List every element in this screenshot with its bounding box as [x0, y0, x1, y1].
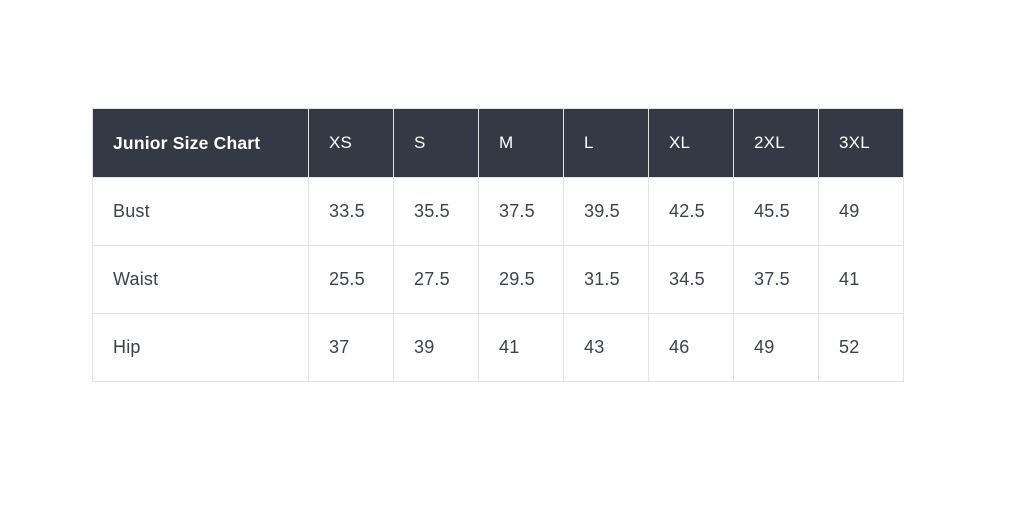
header-cell-m: M [478, 108, 564, 178]
hip-2xl-value: 49 [733, 313, 819, 382]
header-cell-2xl: 2XL [733, 108, 819, 178]
waist-2xl-value: 37.5 [733, 245, 819, 314]
bust-xl-value: 42.5 [648, 177, 734, 246]
waist-3xl-value: 41 [818, 245, 904, 314]
waist-s-value: 27.5 [393, 245, 479, 314]
size-chart-body: Bust 33.5 35.5 37.5 39.5 42.5 45.5 49 Wa… [92, 177, 904, 382]
waist-xl-value: 34.5 [648, 245, 734, 314]
hip-3xl-value: 52 [818, 313, 904, 382]
bust-3xl-value: 49 [818, 177, 904, 246]
hip-xl-value: 46 [648, 313, 734, 382]
hip-s-value: 39 [393, 313, 479, 382]
size-chart-table: Junior Size Chart XS S M L XL 2XL 3XL Bu… [92, 108, 904, 382]
header-row: Junior Size Chart XS S M L XL 2XL 3XL [92, 108, 904, 178]
header-cell-xs: XS [308, 108, 394, 178]
header-cell-s: S [393, 108, 479, 178]
waist-l-value: 31.5 [563, 245, 649, 314]
hip-l-value: 43 [563, 313, 649, 382]
bust-l-value: 39.5 [563, 177, 649, 246]
header-cell-l: L [563, 108, 649, 178]
bust-2xl-value: 45.5 [733, 177, 819, 246]
row-label-bust: Bust [92, 177, 309, 246]
waist-m-value: 29.5 [478, 245, 564, 314]
table-row-bust: Bust 33.5 35.5 37.5 39.5 42.5 45.5 49 [92, 177, 904, 246]
bust-xs-value: 33.5 [308, 177, 394, 246]
size-chart-header: Junior Size Chart XS S M L XL 2XL 3XL [92, 108, 904, 178]
row-label-waist: Waist [92, 245, 309, 314]
table-row-hip: Hip 37 39 41 43 46 49 52 [92, 313, 904, 382]
bust-s-value: 35.5 [393, 177, 479, 246]
header-cell-3xl: 3XL [818, 108, 904, 178]
table-row-waist: Waist 25.5 27.5 29.5 31.5 34.5 37.5 41 [92, 245, 904, 314]
waist-xs-value: 25.5 [308, 245, 394, 314]
hip-m-value: 41 [478, 313, 564, 382]
chart-title: Junior Size Chart [92, 108, 309, 178]
hip-xs-value: 37 [308, 313, 394, 382]
row-label-hip: Hip [92, 313, 309, 382]
header-cell-xl: XL [648, 108, 734, 178]
bust-m-value: 37.5 [478, 177, 564, 246]
size-chart-section: Junior Size Chart XS S M L XL 2XL 3XL Bu… [92, 108, 904, 382]
